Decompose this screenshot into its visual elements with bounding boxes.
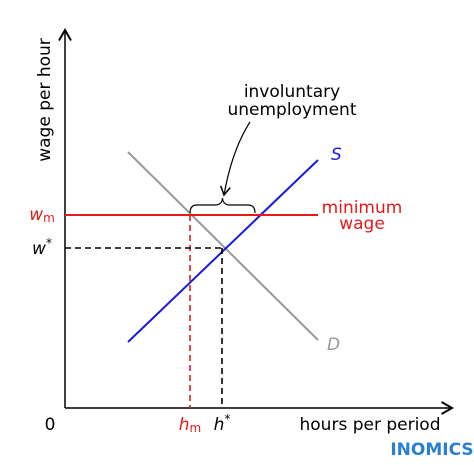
symbol-base: h — [179, 415, 190, 435]
demand-curve — [127, 151, 319, 341]
annotation-arrow — [220, 121, 251, 197]
symbol-base: w — [32, 239, 46, 259]
supply-curve — [127, 159, 319, 343]
brand-logo: INOMICS — [390, 440, 473, 460]
equilibrium-wage-symbol: w* — [32, 236, 52, 260]
symbol-sub: m — [190, 421, 202, 435]
symbol-base: w — [29, 205, 43, 225]
symbol-sub: m — [43, 211, 55, 225]
minimum-wage-symbol: wm — [29, 205, 55, 225]
annotation-text: unemployment — [227, 100, 356, 120]
symbol-sup: * — [224, 412, 230, 426]
minimum-wage-label: minimum — [322, 198, 403, 218]
brace — [189, 197, 256, 214]
origin-label: 0 — [45, 415, 56, 435]
symbol-sup: * — [46, 236, 52, 250]
minimum-wage-quantity-symbol: hm — [179, 415, 201, 435]
minimum-wage-label: wage — [339, 214, 385, 234]
equilibrium-quantity-symbol: h* — [214, 412, 231, 436]
x-axis-label: hours per period — [300, 415, 441, 435]
y-axis-label: wage per hour — [35, 38, 55, 162]
demand-label: D — [327, 335, 340, 355]
annotation-text: involuntary — [244, 82, 340, 102]
supply-label: S — [331, 145, 342, 165]
symbol-base: h — [214, 415, 225, 435]
